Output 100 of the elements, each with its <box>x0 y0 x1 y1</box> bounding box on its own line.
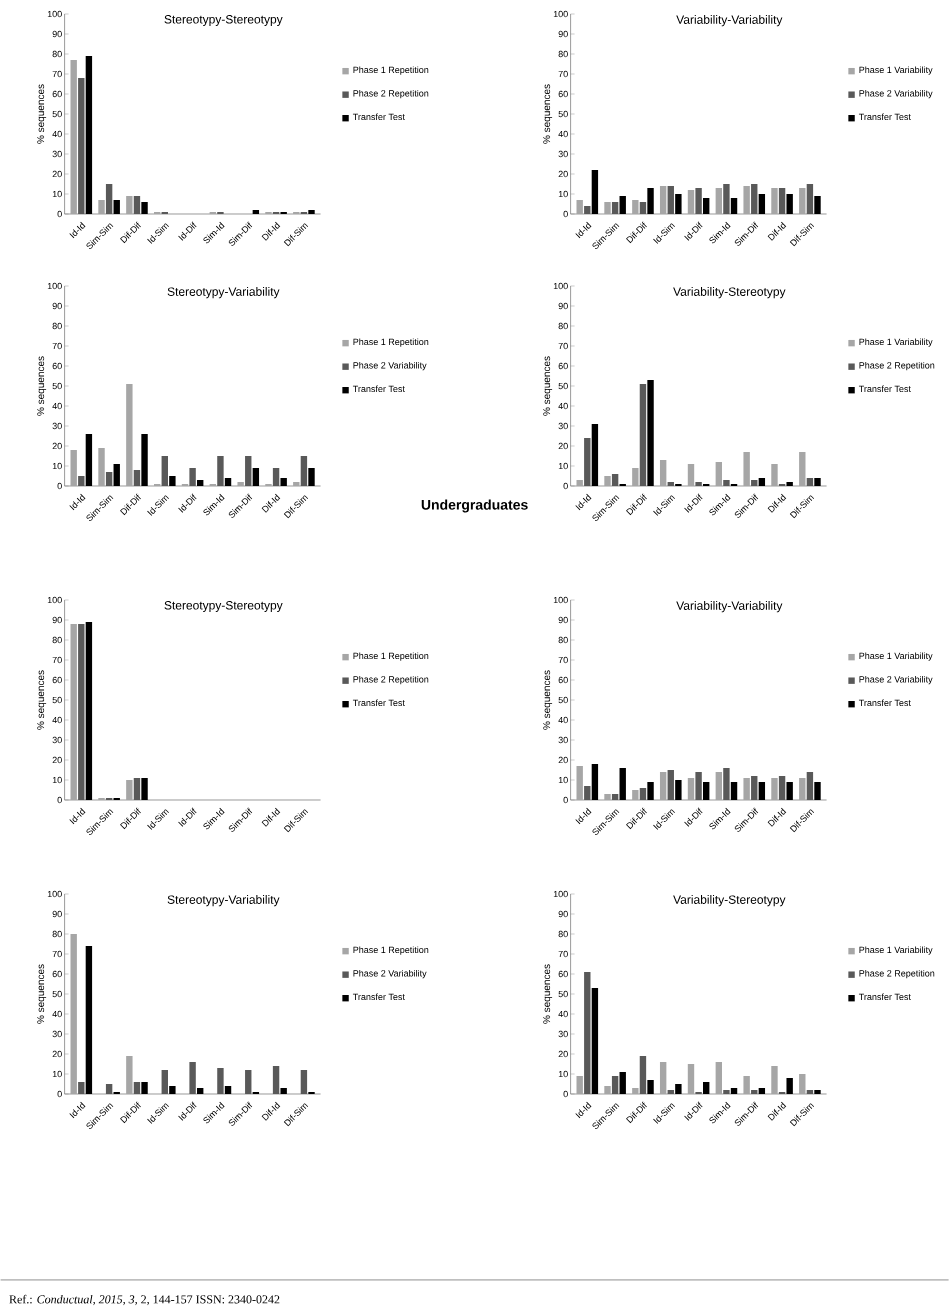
bar <box>660 771 667 800</box>
bar <box>743 1075 751 1094</box>
bar <box>731 781 738 800</box>
bar <box>134 469 141 486</box>
bar <box>70 59 78 214</box>
bar <box>113 463 121 486</box>
bar <box>78 475 85 486</box>
bar <box>134 1081 141 1094</box>
bar <box>197 1087 204 1094</box>
bar <box>604 475 612 486</box>
bar <box>126 196 133 214</box>
bar <box>667 769 675 800</box>
bar <box>632 1087 639 1094</box>
bar <box>612 1075 619 1094</box>
bar <box>751 183 758 214</box>
bar <box>799 777 806 800</box>
bar <box>576 1075 584 1094</box>
bar <box>225 1085 232 1094</box>
bar <box>675 1083 682 1094</box>
bar <box>86 55 93 214</box>
bar <box>308 467 316 486</box>
bar <box>660 1061 667 1094</box>
bar <box>245 1069 252 1094</box>
bar <box>759 781 766 800</box>
bar <box>70 624 78 800</box>
bar <box>799 187 806 214</box>
bar <box>695 187 703 214</box>
bar <box>161 1069 169 1094</box>
bar <box>723 767 731 800</box>
bar <box>584 206 591 214</box>
bar <box>751 775 758 800</box>
bar <box>647 781 655 800</box>
bar <box>688 777 695 800</box>
bar <box>273 467 280 486</box>
bar <box>660 460 667 486</box>
bar <box>604 202 612 214</box>
bar <box>647 1079 655 1094</box>
bar <box>576 479 584 486</box>
bar <box>197 479 204 486</box>
bar <box>731 198 738 214</box>
bar <box>280 1087 288 1094</box>
bar <box>640 787 647 800</box>
bar <box>759 194 766 214</box>
bar <box>786 194 794 214</box>
bar <box>134 777 141 800</box>
bar <box>78 1081 85 1094</box>
bar <box>86 945 93 1094</box>
bar <box>98 200 106 214</box>
bar <box>141 1081 149 1094</box>
bar <box>576 765 584 800</box>
bar <box>771 777 779 800</box>
bar <box>814 477 822 486</box>
bar <box>716 1061 723 1094</box>
bar <box>799 1073 806 1094</box>
bar <box>814 196 822 214</box>
bar <box>632 467 639 486</box>
bar <box>743 777 751 800</box>
bar <box>703 198 710 214</box>
bar <box>70 933 78 1094</box>
bar <box>70 450 78 486</box>
bar <box>647 379 655 486</box>
bar <box>675 779 682 800</box>
bar <box>78 624 85 800</box>
bar <box>86 622 93 800</box>
bar <box>169 475 176 486</box>
bar <box>695 771 703 800</box>
bar <box>141 433 149 486</box>
bar <box>604 1085 612 1094</box>
bar <box>584 437 591 486</box>
bar <box>86 433 93 486</box>
bar <box>584 785 591 800</box>
bar <box>592 763 599 800</box>
bar <box>619 196 627 214</box>
bar <box>703 1081 710 1094</box>
bar <box>169 1085 176 1094</box>
bar <box>743 452 751 486</box>
bar <box>592 423 599 486</box>
bar <box>807 477 814 486</box>
bar <box>612 793 619 800</box>
bar <box>731 1087 738 1094</box>
bar <box>688 1063 695 1094</box>
bar <box>632 200 639 214</box>
bar <box>134 196 141 214</box>
bar <box>161 456 169 486</box>
bar <box>759 477 766 486</box>
bar <box>751 479 758 486</box>
bar <box>640 1055 647 1094</box>
bar <box>716 461 723 486</box>
bar <box>771 187 779 214</box>
bar <box>126 779 133 800</box>
bar <box>113 200 121 214</box>
bar <box>592 987 599 1094</box>
bar <box>771 1065 779 1094</box>
bar <box>807 183 814 214</box>
bar <box>612 202 619 214</box>
bar <box>743 185 751 214</box>
bar <box>619 767 627 800</box>
bar <box>217 456 225 486</box>
bar <box>759 1087 766 1094</box>
bar <box>217 1067 225 1094</box>
